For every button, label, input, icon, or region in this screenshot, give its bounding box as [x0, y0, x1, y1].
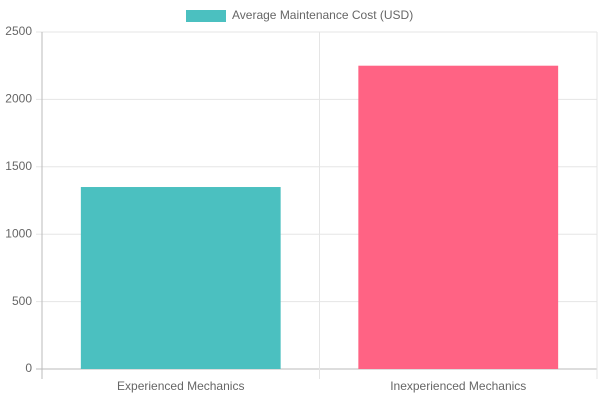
legend-swatch[interactable]: [186, 10, 226, 22]
y-tick-label: 1000: [5, 226, 32, 240]
x-tick-label: Experienced Mechanics: [117, 379, 244, 393]
y-tick-label: 0: [25, 361, 32, 375]
x-tick-label: Inexperienced Mechanics: [390, 379, 526, 393]
y-tick-label: 2000: [5, 92, 32, 106]
legend-label[interactable]: Average Maintenance Cost (USD): [232, 8, 413, 22]
y-tick-label: 500: [12, 294, 32, 308]
bar: [358, 65, 559, 369]
y-tick-label: 1500: [5, 159, 32, 173]
bar: [80, 187, 281, 369]
y-tick-label: 2500: [5, 24, 32, 38]
